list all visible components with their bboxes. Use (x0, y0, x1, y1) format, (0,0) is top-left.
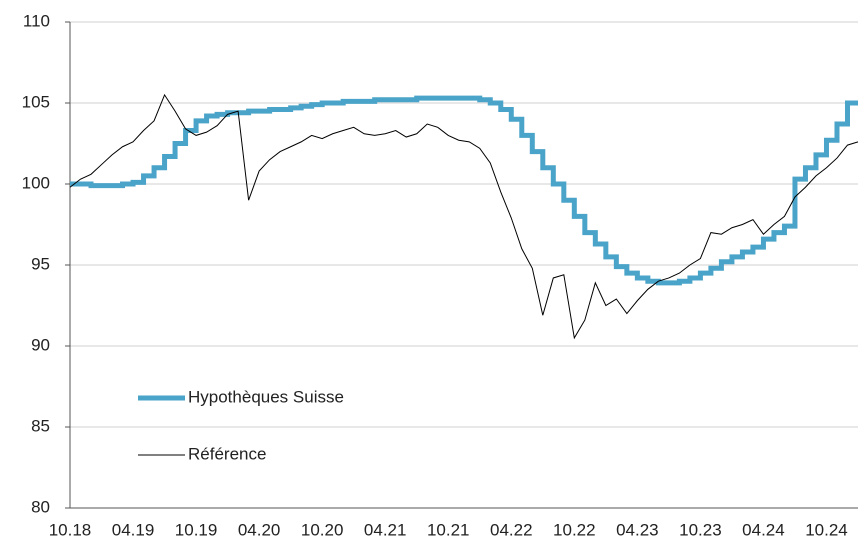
y-tick-label: 95 (31, 254, 50, 273)
x-tick-label: 04.19 (112, 520, 155, 539)
x-tick-label: 04.24 (742, 520, 785, 539)
x-tick-label: 10.20 (301, 520, 344, 539)
x-tick-label: 04.21 (364, 520, 407, 539)
y-tick-label: 90 (31, 335, 50, 354)
y-tick-label: 100 (22, 173, 50, 192)
x-tick-label: 10.18 (49, 520, 92, 539)
y-tick-label: 85 (31, 416, 50, 435)
x-tick-label: 10.23 (679, 520, 722, 539)
x-tick-label: 04.23 (616, 520, 659, 539)
y-tick-label: 80 (31, 497, 50, 516)
legend-label: Référence (188, 444, 266, 463)
y-tick-label: 110 (23, 11, 50, 30)
x-tick-label: 04.22 (490, 520, 533, 539)
x-tick-label: 04.20 (238, 520, 281, 539)
legend-label: Hypothèques Suisse (188, 387, 344, 406)
x-tick-label: 10.22 (553, 520, 596, 539)
y-tick-label: 105 (22, 92, 50, 111)
series-line (69, 93, 859, 340)
series-line (70, 95, 858, 286)
x-tick-label: 10.21 (427, 520, 470, 539)
x-tick-label: 10.19 (175, 520, 218, 539)
x-tick-label: 10.24 (805, 520, 848, 539)
